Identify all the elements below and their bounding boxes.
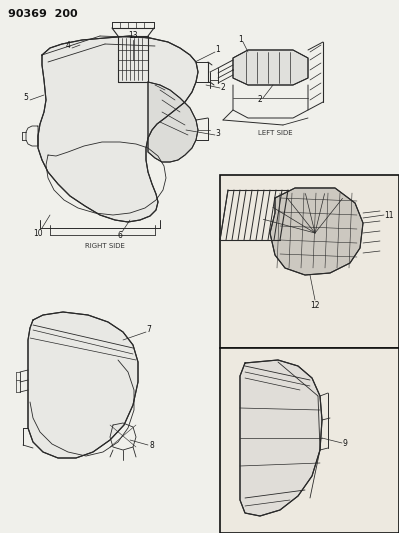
Text: 7: 7: [146, 326, 152, 335]
Polygon shape: [270, 188, 363, 275]
Text: 2: 2: [221, 83, 225, 92]
Polygon shape: [148, 82, 198, 162]
Text: 10: 10: [33, 229, 43, 238]
Text: LEFT SIDE: LEFT SIDE: [258, 130, 292, 136]
Text: 2: 2: [258, 95, 263, 104]
Text: RIGHT SIDE: RIGHT SIDE: [85, 243, 125, 249]
Text: 1: 1: [215, 45, 220, 54]
Polygon shape: [28, 312, 138, 458]
Bar: [220, 348, 399, 533]
Text: 13: 13: [128, 31, 138, 41]
Text: 6: 6: [118, 231, 122, 240]
Text: 8: 8: [150, 440, 154, 449]
Polygon shape: [233, 50, 308, 85]
Polygon shape: [38, 36, 198, 222]
Text: 90369  200: 90369 200: [8, 9, 78, 19]
Text: 4: 4: [65, 41, 71, 50]
Text: 12: 12: [310, 301, 320, 310]
Text: 9: 9: [343, 439, 348, 448]
Polygon shape: [240, 360, 322, 516]
Text: 3: 3: [215, 130, 220, 139]
Bar: [220, 175, 399, 348]
Text: 1: 1: [239, 35, 243, 44]
Text: 5: 5: [24, 93, 28, 102]
Text: 11: 11: [384, 211, 394, 220]
